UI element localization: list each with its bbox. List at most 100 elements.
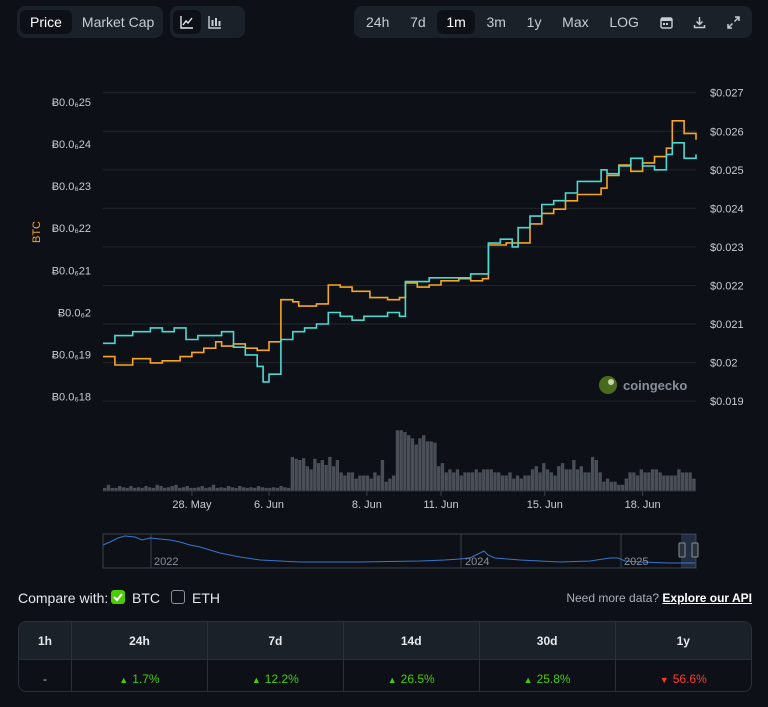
volume-bar bbox=[493, 472, 497, 491]
volume-bar bbox=[560, 463, 565, 491]
left-tick-label: Ƀ0.0₆24 bbox=[52, 139, 91, 151]
volume-bar bbox=[598, 472, 602, 491]
log-scale-toggle[interactable]: LOG bbox=[609, 14, 639, 30]
volume-bar bbox=[680, 472, 685, 491]
left-axis-ticks: Ƀ0.0₆25 Ƀ0.0₆24 Ƀ0.0₆23 Ƀ0.0₆22 Ƀ0.0₆21 Ƀ0.0₆… bbox=[52, 97, 91, 404]
volume-bar bbox=[328, 456, 332, 491]
value-7d: ▲ 12.2% bbox=[206, 659, 344, 691]
chart-type-tabs: Price Market Cap bbox=[17, 6, 163, 38]
price-chart: BTC Ƀ0.0₆25Ƀ0.0₆24Ƀ0.0₆23Ƀ0.0₆22Ƀ0.0₆21Ƀ… bbox=[31, 88, 744, 569]
volume-bar bbox=[440, 463, 445, 491]
navigator[interactable]: 2022 2024 2025 bbox=[102, 533, 699, 569]
volume-bar bbox=[151, 487, 156, 491]
value-1h-text: - bbox=[43, 671, 47, 686]
volume-bar bbox=[425, 441, 430, 491]
volume-bar bbox=[346, 472, 351, 491]
chart-toolbar: Price Market Cap 24h 7d 1m 3m 1y Max LOG bbox=[17, 6, 752, 38]
volume-bar bbox=[294, 458, 298, 491]
volume-bar bbox=[459, 475, 463, 491]
volume-bar bbox=[331, 466, 336, 491]
volume-bar bbox=[163, 487, 167, 491]
volume-bar bbox=[316, 463, 321, 491]
navigator-handle-left[interactable] bbox=[678, 542, 686, 558]
volume-bar bbox=[530, 469, 535, 491]
volume-bar bbox=[388, 478, 392, 491]
volume-bar bbox=[155, 484, 159, 491]
compare-eth-checkbox[interactable] bbox=[171, 590, 185, 604]
volume-bar bbox=[298, 460, 302, 491]
volume-bar bbox=[249, 487, 253, 491]
x-axis-ticks: 28. May 6. Jun 8. Jun 11. Jun 15. Jun 18. Jun bbox=[172, 491, 661, 511]
volume-bar bbox=[515, 475, 520, 491]
range-max[interactable]: Max bbox=[562, 14, 589, 30]
fullscreen-icon bbox=[727, 15, 740, 29]
volume-bar bbox=[121, 487, 126, 491]
volume-bar bbox=[369, 478, 373, 491]
volume-bar bbox=[181, 487, 186, 491]
fullscreen-button[interactable] bbox=[718, 10, 749, 34]
volume-bar bbox=[384, 481, 388, 491]
volume-bar bbox=[283, 487, 287, 491]
range-7d[interactable]: 7d bbox=[410, 14, 426, 30]
volume-bar bbox=[534, 466, 538, 491]
range-1m[interactable]: 1m bbox=[437, 10, 475, 34]
right-tick-label: $0.019 bbox=[710, 396, 744, 408]
header-30d: 30d bbox=[478, 622, 616, 660]
date-range-button[interactable] bbox=[651, 10, 682, 34]
caret-down-icon: ▼ bbox=[659, 674, 669, 685]
compare-eth-label[interactable]: ETH bbox=[192, 590, 220, 606]
explore-api-link[interactable]: Explore our API bbox=[662, 591, 752, 605]
volume-bar bbox=[403, 432, 407, 491]
tab-price[interactable]: Price bbox=[20, 10, 72, 34]
line-chart-button[interactable] bbox=[173, 10, 201, 34]
volume-bar bbox=[628, 472, 632, 491]
range-3m[interactable]: 3m bbox=[486, 14, 506, 30]
volume-bar bbox=[376, 475, 381, 491]
compare-btc-label[interactable]: BTC bbox=[132, 590, 160, 606]
volume-bar bbox=[553, 475, 557, 491]
right-tick-label: $0.026 bbox=[710, 126, 744, 138]
tab-market-cap[interactable]: Market Cap bbox=[81, 14, 155, 30]
volume-bar bbox=[136, 487, 141, 491]
candlestick-chart-button[interactable] bbox=[201, 10, 229, 34]
value-24h: ▲ 1.7% bbox=[71, 659, 208, 691]
series-line-usd bbox=[103, 142, 697, 383]
volume-bar bbox=[114, 487, 118, 491]
volume-bar bbox=[444, 472, 448, 491]
volume-bar bbox=[650, 469, 655, 491]
x-tick-label: 11. Jun bbox=[423, 499, 458, 511]
volume-bar bbox=[241, 487, 246, 491]
coingecko-logo-icon bbox=[599, 376, 617, 394]
range-24h[interactable]: 24h bbox=[366, 14, 390, 30]
volume-bar bbox=[245, 487, 249, 491]
volume-bar bbox=[448, 469, 452, 491]
right-tick-label: $0.02 bbox=[710, 358, 738, 370]
right-tick-label: $0.021 bbox=[710, 319, 744, 331]
caret-up-icon: ▲ bbox=[387, 674, 397, 685]
left-tick-label: Ƀ0.0₆21 bbox=[52, 265, 91, 277]
compare-btc-checkbox[interactable] bbox=[111, 590, 125, 604]
navigator-frame bbox=[102, 533, 697, 569]
check-icon bbox=[113, 593, 123, 602]
volume-bar bbox=[669, 475, 674, 491]
volume-bar bbox=[538, 472, 542, 491]
volume-bar bbox=[519, 478, 523, 491]
right-tick-label: $0.027 bbox=[710, 88, 744, 100]
range-1y[interactable]: 1y bbox=[526, 14, 542, 30]
download-button[interactable] bbox=[684, 10, 715, 34]
volume-bar bbox=[414, 444, 418, 491]
volume-bar bbox=[609, 481, 614, 491]
volume-bar bbox=[133, 487, 137, 491]
right-tick-label: $0.023 bbox=[710, 242, 744, 254]
volume-bar bbox=[542, 463, 546, 491]
volume-bar bbox=[564, 469, 568, 491]
left-tick-label: Ƀ0.0₆23 bbox=[52, 181, 91, 193]
volume-bar bbox=[208, 487, 212, 491]
volume-bar bbox=[549, 472, 553, 491]
volume-bar bbox=[590, 456, 595, 491]
volume-bar bbox=[684, 472, 689, 491]
volume-bar bbox=[148, 487, 152, 491]
navigator-selection[interactable] bbox=[681, 534, 696, 568]
volume-bar bbox=[688, 472, 692, 491]
navigator-handle-right[interactable] bbox=[691, 542, 699, 558]
